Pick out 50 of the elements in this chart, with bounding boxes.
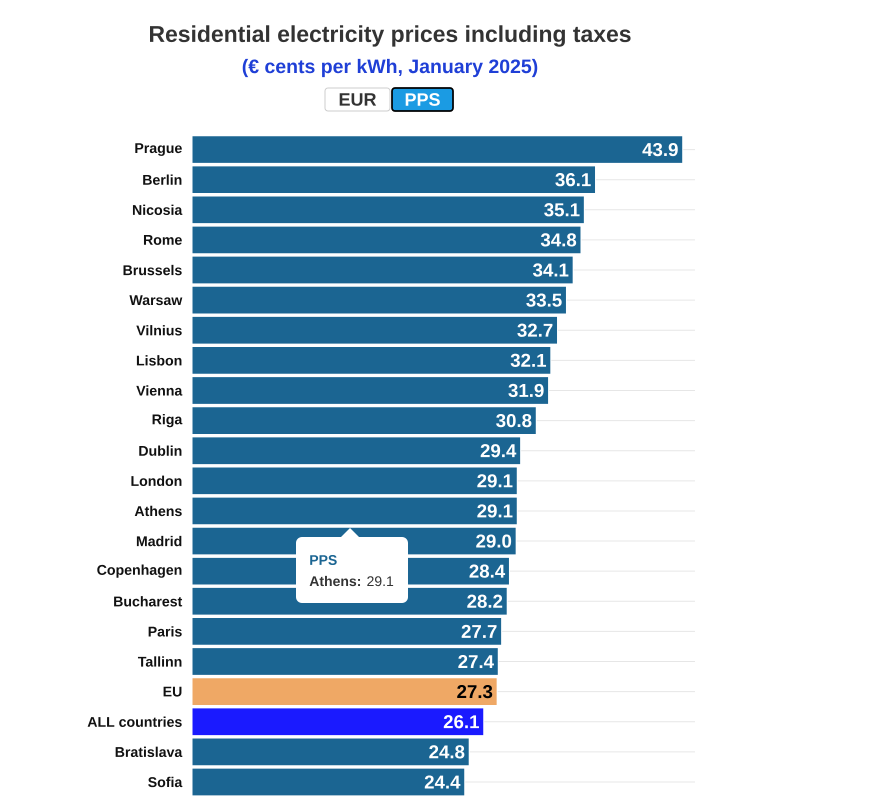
data-label: 29.1 — [477, 474, 512, 488]
y-tick-label: ALL countries — [88, 716, 182, 727]
y-tick-label: Berlin — [143, 174, 182, 185]
data-label: 30.8 — [496, 414, 532, 428]
data-label: 26.1 — [444, 715, 479, 728]
y-tick-label: London — [131, 476, 182, 486]
y-tick-label: Athens — [134, 506, 182, 516]
y-tick-label: Vilnius — [136, 325, 182, 336]
y-tick-label: Madrid — [136, 536, 182, 546]
y-tick-label: Rome — [144, 234, 182, 245]
data-label: 34.1 — [532, 263, 568, 277]
data-label: 33.5 — [526, 294, 562, 307]
y-tick-label: Sofia — [148, 776, 182, 788]
y-tick-label: Brussels — [124, 264, 182, 276]
data-label: 27.7 — [462, 624, 497, 638]
annotation: PPS — [310, 555, 337, 565]
data-label: 27.3 — [457, 684, 492, 698]
data-label: 29.4 — [480, 444, 516, 458]
y-tick-label: Nicosia — [132, 204, 182, 216]
data-label: 24.8 — [429, 745, 464, 758]
y-tick-label: Paris — [148, 626, 182, 637]
data-label: 28.2 — [467, 594, 502, 608]
y-tick-label: Lisbon — [136, 355, 182, 366]
y-tick-label: Copenhagen — [97, 564, 182, 578]
y-tick-label: Bratislava — [116, 746, 182, 758]
chart-subtitle: (€ cents per kWh, January 2025) — [242, 58, 538, 78]
data-label: 43.9 — [642, 142, 678, 156]
y-tick-label: Bucharest — [114, 596, 182, 606]
chart-title: Residential electricity prices including taxes — [150, 25, 631, 47]
text: EUR — [340, 93, 376, 106]
y-tick-label: EU — [164, 686, 182, 697]
data-label: 32.7 — [517, 324, 552, 337]
text: PPS — [406, 93, 440, 106]
y-tick-label: Prague — [135, 143, 182, 156]
data-label: 27.4 — [458, 654, 494, 668]
annotation: Athens: 29.1 — [310, 576, 394, 586]
y-tick-label: Dublin — [139, 446, 182, 456]
data-label: 36.1 — [555, 173, 591, 186]
data-label: 29.1 — [477, 504, 512, 518]
data-label: 28.4 — [470, 564, 506, 578]
data-label: 29.0 — [476, 534, 512, 548]
y-tick-label: Tallinn — [138, 656, 182, 667]
y-tick-label: Riga — [152, 414, 182, 428]
data-label: 32.1 — [510, 354, 546, 367]
y-tick-label: Vienna — [136, 385, 182, 396]
data-label: 31.9 — [508, 384, 544, 398]
data-label: 34.8 — [540, 233, 576, 247]
y-tick-label: Warsaw — [129, 295, 182, 306]
data-label: 24.4 — [424, 775, 460, 788]
data-label: 35.1 — [544, 203, 580, 216]
